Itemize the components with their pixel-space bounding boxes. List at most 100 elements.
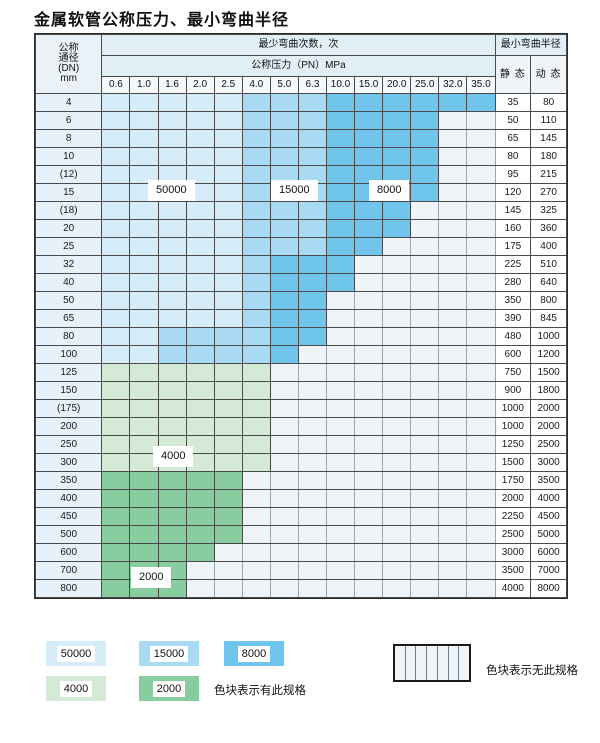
- row-static-radius: 280: [494, 273, 532, 292]
- grid-cell: [410, 273, 440, 292]
- grid-cell: [101, 255, 131, 274]
- grid-cell: [213, 237, 243, 256]
- grid-cell: [410, 525, 440, 544]
- grid-cell: [101, 273, 131, 292]
- row-dynamic-radius: 1800: [530, 381, 567, 400]
- grid-cell: [101, 417, 131, 436]
- legend-empty-cell: [406, 646, 417, 680]
- grid-cell: [466, 165, 496, 184]
- grid-cell: [185, 93, 215, 112]
- grid-cell: [382, 219, 412, 238]
- grid-cell: [410, 255, 440, 274]
- grid-cell: [438, 489, 468, 508]
- grid-cell: [157, 489, 187, 508]
- legend-empty-cell: [449, 646, 460, 680]
- row-dynamic-radius: 845: [530, 309, 567, 328]
- row-static-radius: 4000: [494, 579, 532, 598]
- grid-cell: [297, 129, 327, 148]
- legend-swatch-15000: 15000: [139, 641, 199, 666]
- row-dn: 100: [34, 345, 103, 364]
- grid-cell: [410, 147, 440, 166]
- row-dynamic-radius: 8000: [530, 579, 567, 598]
- row-dynamic-radius: 215: [530, 165, 567, 184]
- grid-cell: [466, 345, 496, 364]
- grid-cell: [325, 453, 356, 472]
- grid-cell: [213, 165, 243, 184]
- grid-cell: [269, 309, 299, 328]
- grid-cell: [297, 147, 327, 166]
- grid-cell: [382, 201, 412, 220]
- row-dn: 20: [34, 219, 103, 238]
- grid-cell: [325, 471, 356, 490]
- grid-cell: [438, 219, 468, 238]
- grid-cell: [466, 147, 496, 166]
- grid-cell: [269, 381, 299, 400]
- grid-cell: [269, 543, 299, 562]
- grid-cell: [297, 363, 327, 382]
- grid-cell: [354, 327, 384, 346]
- grid-cell: [325, 561, 356, 580]
- grid-cell: [101, 363, 131, 382]
- grid-callout-label: 15000: [272, 181, 317, 200]
- grid-callout-label: 8000: [370, 181, 409, 200]
- table-row: 800 4000 8000: [34, 579, 567, 598]
- row-dn: 250: [34, 435, 103, 454]
- grid-cell: [129, 417, 159, 436]
- header-pressure-32.0: 32.0: [438, 76, 468, 94]
- grid-cell: [438, 579, 468, 598]
- grid-cell: [297, 111, 327, 130]
- grid-cell: [101, 201, 131, 220]
- grid-cell: [241, 507, 271, 526]
- grid-cell: [269, 201, 299, 220]
- grid-cell: [157, 399, 187, 418]
- grid-cell: [269, 561, 299, 580]
- grid-cell: [101, 147, 131, 166]
- grid-cell: [382, 327, 412, 346]
- grid-cell: [185, 147, 215, 166]
- grid-cell: [325, 399, 356, 418]
- grid-cell: [213, 183, 243, 202]
- grid-cell: [269, 237, 299, 256]
- grid-cell: [213, 291, 243, 310]
- grid-cell: [297, 453, 327, 472]
- grid-cell: [354, 561, 384, 580]
- row-dn: 125: [34, 363, 103, 382]
- grid-cell: [382, 309, 412, 328]
- row-dn: 800: [34, 579, 103, 598]
- grid-cell: [269, 525, 299, 544]
- row-dn: 4: [34, 93, 103, 112]
- grid-cell: [269, 255, 299, 274]
- grid-cell: [185, 489, 215, 508]
- row-static-radius: 95: [494, 165, 532, 184]
- grid-cell: [325, 309, 356, 328]
- grid-cell: [129, 507, 159, 526]
- row-dynamic-radius: 4500: [530, 507, 567, 526]
- grid-cell: [241, 129, 271, 148]
- legend-empty-cell: [438, 646, 449, 680]
- table-row: 200 1000 2000: [34, 417, 567, 436]
- row-dynamic-radius: 2500: [530, 435, 567, 454]
- grid-cell: [297, 219, 327, 238]
- header-dn-line-2: 通径: [58, 53, 79, 64]
- grid-cell: [269, 453, 299, 472]
- grid-cell: [241, 183, 271, 202]
- grid-cell: [410, 381, 440, 400]
- row-dynamic-radius: 5000: [530, 525, 567, 544]
- grid-cell: [157, 381, 187, 400]
- grid-cell: [466, 399, 496, 418]
- grid-cell: [269, 363, 299, 382]
- grid-cell: [129, 111, 159, 130]
- grid-cell: [297, 399, 327, 418]
- grid-cell: [466, 363, 496, 382]
- grid-cell: [129, 399, 159, 418]
- table-row: 250 1250 2500: [34, 435, 567, 454]
- grid-cell: [213, 93, 243, 112]
- grid-cell: [185, 219, 215, 238]
- grid-cell: [213, 111, 243, 130]
- grid-cell: [354, 147, 384, 166]
- row-dn: 150: [34, 381, 103, 400]
- page-title: 金属软管公称压力、最小弯曲半径: [34, 12, 290, 29]
- grid-cell: [325, 201, 356, 220]
- row-dynamic-radius: 1000: [530, 327, 567, 346]
